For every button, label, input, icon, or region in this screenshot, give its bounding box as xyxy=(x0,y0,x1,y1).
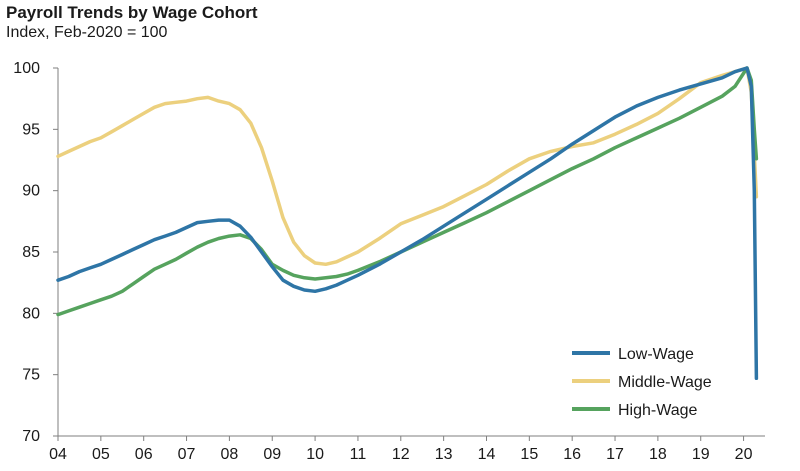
y-tick-label: 75 xyxy=(22,367,40,384)
x-tick-label: 06 xyxy=(135,446,153,463)
series-line-high-wage xyxy=(56,66,759,317)
chart-legend: Low-Wage Middle-Wage High-Wage xyxy=(572,346,712,419)
y-tick-label: 95 xyxy=(22,121,40,138)
x-tick-label: 18 xyxy=(649,446,667,463)
x-tick-label: 04 xyxy=(49,446,67,463)
chart-series-lines xyxy=(56,66,759,381)
y-tick-label: 85 xyxy=(22,244,40,261)
series-line-middle-wage xyxy=(56,66,759,267)
x-tick-label: 19 xyxy=(692,446,710,463)
x-tick-label: 13 xyxy=(435,446,453,463)
y-tick-label: 70 xyxy=(22,428,40,445)
x-tick-label: 15 xyxy=(520,446,538,463)
x-tick-label: 07 xyxy=(178,446,196,463)
y-tick-label: 100 xyxy=(13,60,40,77)
x-tick-label: 05 xyxy=(92,446,110,463)
legend-label-high-wage: High-Wage xyxy=(618,402,698,419)
x-tick-label: 08 xyxy=(220,446,238,463)
legend-label-low-wage: Low-Wage xyxy=(618,346,694,363)
y-tick-label: 90 xyxy=(22,183,40,200)
y-tick-label: 80 xyxy=(22,305,40,322)
x-tick-label: 11 xyxy=(350,446,367,463)
legend-label-middle-wage: Middle-Wage xyxy=(618,374,712,391)
x-tick-label: 10 xyxy=(306,446,324,463)
chart-subtitle: Index, Feb-2020 = 100 xyxy=(6,24,168,41)
x-tick-label: 09 xyxy=(263,446,281,463)
series-line-low-wage xyxy=(56,66,759,381)
chart-title: Payroll Trends by Wage Cohort xyxy=(6,3,258,22)
x-tick-label: 14 xyxy=(478,446,496,463)
x-tick-label: 20 xyxy=(735,446,753,463)
x-tick-label: 17 xyxy=(606,446,624,463)
chart-axes: 70 75 80 85 90 95 100 04 05 06 07 08 09 10 11 12 13 14 15 1… xyxy=(13,60,765,463)
x-tick-label: 12 xyxy=(392,446,410,463)
x-tick-label: 16 xyxy=(563,446,581,463)
